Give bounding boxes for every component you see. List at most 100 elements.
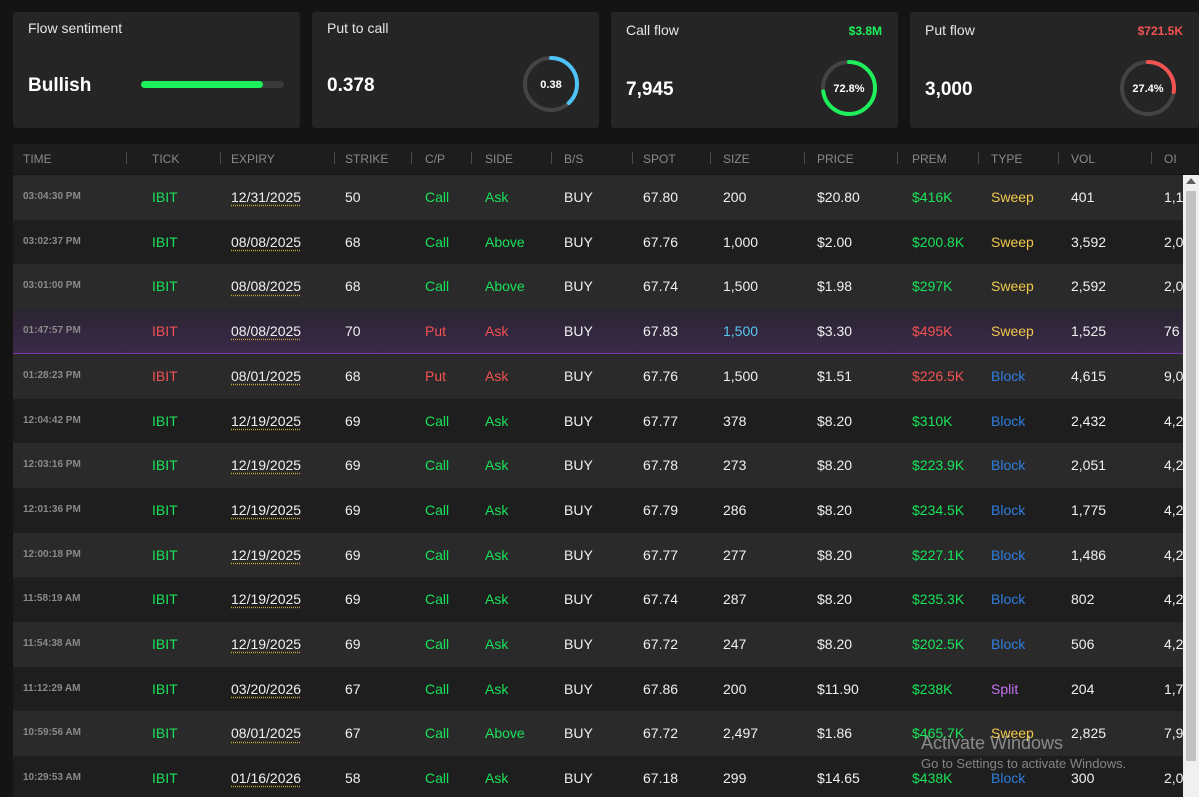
column-header-strike[interactable]: STRIKE xyxy=(345,152,389,166)
table-row[interactable]: 10:29:53 AM IBIT 01/16/2026 58 Call Ask BUY 67.… xyxy=(13,756,1183,797)
cell-expiry[interactable]: 12/19/2025 xyxy=(231,591,302,608)
cell-expiry[interactable]: 12/31/2025 xyxy=(231,189,302,205)
cell-vol: 802 xyxy=(1071,591,1095,608)
table-row[interactable]: 11:58:19 AM IBIT 12/19/2025 69 Call Ask BUY 67.… xyxy=(13,577,1183,623)
cell-cp: Call xyxy=(425,636,450,652)
cell-tick[interactable]: IBIT xyxy=(152,412,178,429)
column-header-tick[interactable]: TICK xyxy=(152,152,180,166)
ring-label: 72.8% xyxy=(833,83,864,95)
cell-tick[interactable]: IBIT xyxy=(152,680,178,697)
column-divider[interactable] xyxy=(551,152,552,164)
cell-oi: 4,2 xyxy=(1164,457,1183,474)
column-header-cp[interactable]: C/P xyxy=(425,152,446,166)
table-row[interactable]: 12:00:18 PM IBIT 12/19/2025 69 Call Ask BUY 67.… xyxy=(13,532,1183,578)
cell-expiry[interactable]: 03/20/2026 xyxy=(231,680,302,697)
cell-cp: Call xyxy=(425,501,450,518)
cell-price: $8.20 xyxy=(817,412,853,429)
cell-bs: BUY xyxy=(564,636,593,652)
column-header-spot[interactable]: SPOT xyxy=(643,152,676,166)
column-divider[interactable] xyxy=(126,152,127,164)
cell-expiry[interactable]: 12/19/2025 xyxy=(231,636,302,652)
column-header-expiry[interactable]: EXPIRY xyxy=(231,152,275,166)
cell-time: 03:01:00 PM xyxy=(23,280,81,292)
column-header-bs[interactable]: B/S xyxy=(564,152,584,166)
column-divider[interactable] xyxy=(471,152,472,164)
table-row[interactable]: 11:12:29 AM IBIT 03/20/2026 67 Call Ask BUY 67.… xyxy=(13,666,1183,712)
column-divider[interactable] xyxy=(897,152,898,164)
column-divider[interactable] xyxy=(804,152,805,164)
cell-expiry[interactable]: 08/01/2025 xyxy=(231,725,302,742)
cell-tick[interactable]: IBIT xyxy=(152,501,178,518)
cell-bs: BUY xyxy=(564,546,593,563)
cell-cp: Call xyxy=(425,457,450,474)
ring-label: 27.4% xyxy=(1132,83,1163,95)
cell-oi: 2,0 xyxy=(1164,770,1183,787)
cell-expiry[interactable]: 08/08/2025 xyxy=(231,323,302,340)
column-divider[interactable] xyxy=(334,152,335,164)
column-header-prem[interactable]: PREM xyxy=(912,152,947,166)
table-row[interactable]: 01:28:23 PM IBIT 08/01/2025 68 Put Ask BUY 67.7… xyxy=(13,353,1183,399)
cell-type: Block xyxy=(991,591,1026,608)
column-divider[interactable] xyxy=(710,152,711,164)
cell-strike: 50 xyxy=(345,189,361,205)
cell-price: $20.80 xyxy=(817,189,860,205)
cell-time: 12:04:42 PM xyxy=(23,414,81,426)
column-header-type[interactable]: TYPE xyxy=(991,152,1023,166)
column-divider[interactable] xyxy=(1151,152,1152,164)
table-row[interactable]: 12:04:42 PM IBIT 12/19/2025 69 Call Ask BUY 67.… xyxy=(13,398,1183,444)
column-divider[interactable] xyxy=(1058,152,1059,164)
cell-expiry[interactable]: 08/01/2025 xyxy=(231,367,302,384)
cell-expiry[interactable]: 08/08/2025 xyxy=(231,278,302,295)
cell-size: 286 xyxy=(723,501,747,518)
column-divider[interactable] xyxy=(978,152,979,164)
cell-expiry[interactable]: 08/08/2025 xyxy=(231,233,302,250)
scroll-up-arrow-icon[interactable] xyxy=(1186,178,1196,184)
cell-tick[interactable]: IBIT xyxy=(152,636,178,652)
cell-tick[interactable]: IBIT xyxy=(152,367,178,384)
cell-prem: $310K xyxy=(912,412,953,429)
cell-tick[interactable]: IBIT xyxy=(152,591,178,608)
cell-tick[interactable]: IBIT xyxy=(152,546,178,563)
column-header-size[interactable]: SIZE xyxy=(723,152,750,166)
cell-tick[interactable]: IBIT xyxy=(152,189,178,205)
cell-type: Block xyxy=(991,412,1026,429)
cell-tick[interactable]: IBIT xyxy=(152,457,178,474)
cell-tick[interactable]: IBIT xyxy=(152,770,178,787)
cell-strike: 67 xyxy=(345,725,361,742)
cell-expiry[interactable]: 12/19/2025 xyxy=(231,501,302,518)
cell-expiry[interactable]: 12/19/2025 xyxy=(231,457,302,474)
column-divider[interactable] xyxy=(411,152,412,164)
column-header-time[interactable]: TIME xyxy=(23,152,52,166)
column-header-side[interactable]: SIDE xyxy=(485,152,514,166)
column-header-oi[interactable]: OI xyxy=(1164,152,1177,166)
cell-bs: BUY xyxy=(564,501,593,518)
table-row[interactable]: 12:01:36 PM IBIT 12/19/2025 69 Call Ask BUY 67.… xyxy=(13,487,1183,533)
table-row[interactable]: 03:02:37 PM IBIT 08/08/2025 68 Call Above BUY 6… xyxy=(13,219,1183,265)
table-row[interactable]: 11:54:38 AM IBIT 12/19/2025 69 Call Ask BUY 67.… xyxy=(13,622,1183,667)
cell-expiry[interactable]: 01/16/2026 xyxy=(231,770,302,787)
flow-sentiment-card: Flow sentiment Bullish xyxy=(13,12,300,128)
scrollbar-thumb[interactable] xyxy=(1186,191,1196,761)
cell-tick[interactable]: IBIT xyxy=(152,233,178,250)
table-row[interactable]: 10:59:56 AM IBIT 08/01/2025 67 Call Above BUY 6… xyxy=(13,711,1183,757)
cell-price: $1.98 xyxy=(817,278,853,295)
cell-tick[interactable]: IBIT xyxy=(152,278,178,295)
column-divider[interactable] xyxy=(632,152,633,164)
vertical-scrollbar[interactable] xyxy=(1183,175,1199,797)
cell-vol: 506 xyxy=(1071,636,1095,652)
cell-expiry[interactable]: 12/19/2025 xyxy=(231,412,302,429)
cell-expiry[interactable]: 12/19/2025 xyxy=(231,546,302,563)
cell-price: $1.51 xyxy=(817,367,853,384)
cell-tick[interactable]: IBIT xyxy=(152,323,178,340)
cell-tick[interactable]: IBIT xyxy=(152,725,178,742)
flow-sentiment-title: Flow sentiment xyxy=(28,20,123,36)
column-header-price[interactable]: PRICE xyxy=(817,152,854,166)
table-row[interactable]: 12:03:16 PM IBIT 12/19/2025 69 Call Ask BUY 67.… xyxy=(13,443,1183,489)
column-divider[interactable] xyxy=(220,152,221,164)
table-row[interactable]: 01:47:57 PM IBIT 08/08/2025 70 Put Ask BUY 67.8… xyxy=(13,309,1183,355)
table-row[interactable]: 03:01:00 PM IBIT 08/08/2025 68 Call Above BUY 6… xyxy=(13,264,1183,310)
column-header-vol[interactable]: VOL xyxy=(1071,152,1096,166)
cell-size: 1,500 xyxy=(723,367,759,384)
cell-time: 01:47:57 PM xyxy=(23,325,81,337)
table-row[interactable]: 03:04:30 PM IBIT 12/31/2025 50 Call Ask BUY 67.… xyxy=(13,175,1183,220)
